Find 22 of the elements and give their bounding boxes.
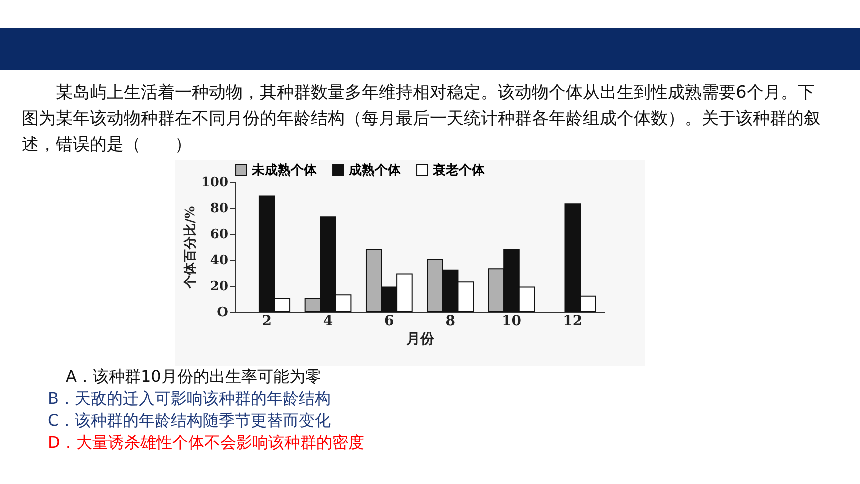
text: C．该种群的年龄结构随季节更替而变化 bbox=[48, 410, 332, 432]
legend-label: 未成熟个体 bbox=[251, 162, 318, 179]
x-tick-label: 6 bbox=[384, 314, 394, 330]
y-tick-label: 100 bbox=[201, 176, 228, 190]
y-tick-label: 60 bbox=[210, 228, 228, 242]
text: A．该种群10月份的出生率可能为零 bbox=[65, 366, 322, 388]
x-tick-label: 2 bbox=[262, 314, 272, 330]
y-tick-label: O bbox=[217, 306, 228, 320]
chart-title: 某岛屿上生活着一种动物，其种群数量多年维持相对稳定。该动物个体从出生到性成熟需要6个月。下图为某年该动物种群在不同月份的年龄结构（每月最后一天统计种群各年龄组成个体数）。关于该种群的叙述，错误的是（ ） bbox=[22, 82, 822, 157]
text: B．天敌的迁入可影响该种群的年龄结构 bbox=[48, 388, 332, 410]
y-tick-label: 80 bbox=[210, 202, 228, 216]
text: D．大量诱杀雄性个体不会影响该种群的密度 bbox=[48, 432, 364, 454]
x-axis-title: 月份 bbox=[406, 332, 436, 348]
legend-label: 成熟个体 bbox=[348, 162, 402, 179]
x-tick-label: 4 bbox=[323, 314, 334, 330]
x-tick-label: 12 bbox=[563, 314, 583, 330]
y-tick-label: 40 bbox=[210, 254, 228, 268]
y-axis-title: 个体百分比/% bbox=[183, 206, 198, 290]
x-tick-label: 10 bbox=[502, 314, 522, 330]
x-tick-label: 8 bbox=[446, 314, 456, 330]
legend-label: 衰老个体 bbox=[432, 162, 486, 179]
y-tick-label: 20 bbox=[210, 280, 228, 294]
